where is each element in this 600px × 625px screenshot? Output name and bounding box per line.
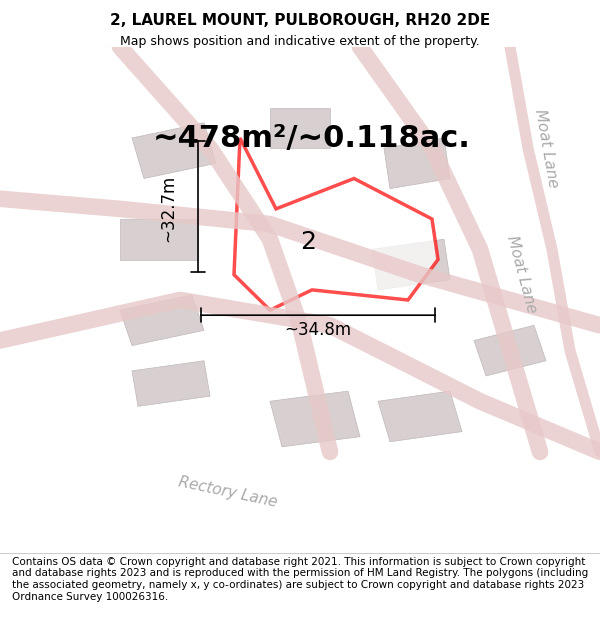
Polygon shape	[474, 325, 546, 376]
Polygon shape	[270, 391, 360, 447]
Polygon shape	[378, 391, 462, 442]
Polygon shape	[132, 122, 216, 179]
Polygon shape	[270, 107, 330, 148]
Text: Contains OS data © Crown copyright and database right 2021. This information is : Contains OS data © Crown copyright and d…	[12, 557, 588, 601]
Polygon shape	[372, 239, 450, 290]
Polygon shape	[120, 219, 198, 259]
Polygon shape	[132, 361, 210, 406]
Text: 2, LAUREL MOUNT, PULBOROUGH, RH20 2DE: 2, LAUREL MOUNT, PULBOROUGH, RH20 2DE	[110, 13, 490, 28]
Polygon shape	[234, 138, 438, 310]
Text: ~32.7m: ~32.7m	[159, 175, 177, 242]
Polygon shape	[384, 138, 450, 189]
Text: Rectory Lane: Rectory Lane	[177, 474, 279, 510]
Text: ~34.8m: ~34.8m	[284, 321, 352, 339]
Text: Moat Lane: Moat Lane	[532, 107, 560, 189]
Text: Map shows position and indicative extent of the property.: Map shows position and indicative extent…	[120, 35, 480, 48]
Text: ~478m²/~0.118ac.: ~478m²/~0.118ac.	[153, 124, 471, 152]
Polygon shape	[120, 295, 204, 346]
Text: Moat Lane: Moat Lane	[505, 234, 539, 315]
Text: 2: 2	[301, 230, 316, 254]
